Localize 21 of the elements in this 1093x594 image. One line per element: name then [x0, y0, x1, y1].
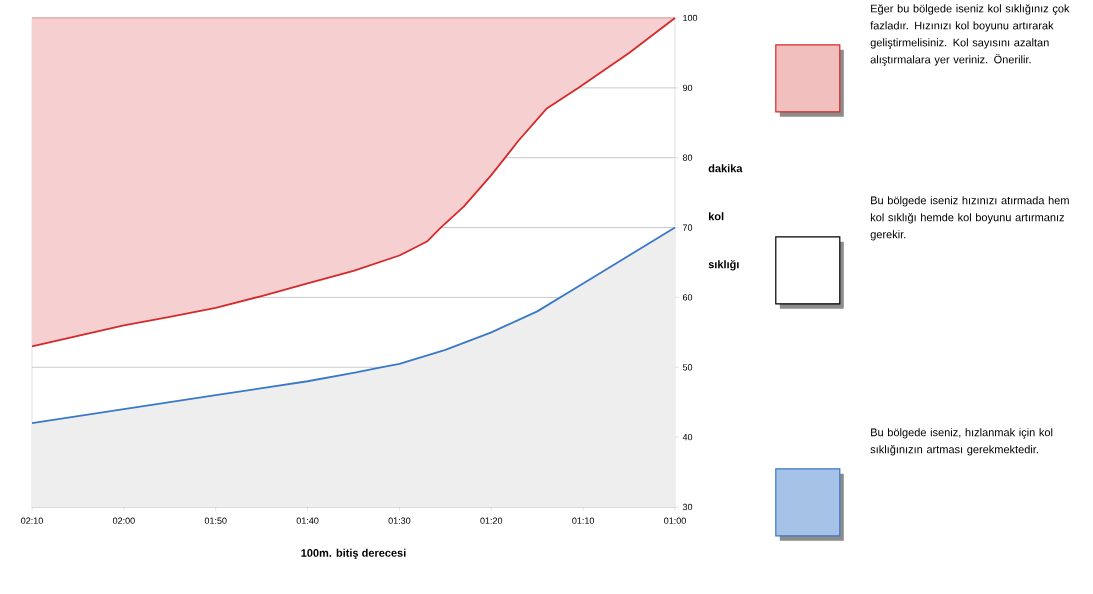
text: Bu bölgede iseniz, hızlanmak için kol sıklığınızın artması gerekmektedir. [870, 428, 1053, 456]
x-tick-label: 01:20 [480, 517, 503, 524]
x-tick-label: 01:30 [388, 517, 411, 524]
x-tick-label: 01:40 [296, 517, 319, 524]
x-tick-label: 02:10 [21, 517, 43, 524]
y-tick-label: 100 [683, 14, 698, 22]
y-tick-label: 70 [682, 224, 693, 231]
text: Eğer bu bölgede iseniz kol sıklığınız çok fazladır. Hızınızı kol boyunu artırarak geliştirmelisiniz. Kol sayısını azaltan alıştırmalara yer veriniz. Önerilir. [870, 4, 1070, 66]
y-tick-label: 60 [682, 294, 693, 301]
y-tick-label: 80 [682, 154, 693, 161]
x-axis-title: 100m. bitiş derecesi [301, 548, 406, 559]
x-tick-label: 01:00 [664, 517, 686, 524]
y-tick-label: 50 [682, 364, 693, 371]
text: dakika kol sıklığı [708, 164, 743, 271]
x-tick-label: 01:50 [204, 517, 227, 524]
y-tick-label: 90 [682, 84, 693, 92]
y-tick-label: 30 [682, 503, 693, 511]
text: Bu bölgede iseniz hızınızı atırmada hem kol sıklığı hemde kol boyunu artırmanız gerekir. [870, 196, 1069, 241]
y-tick-label: 40 [682, 433, 693, 441]
x-tick-label: 01:10 [572, 517, 595, 524]
x-tick-label: 02:00 [112, 517, 135, 524]
